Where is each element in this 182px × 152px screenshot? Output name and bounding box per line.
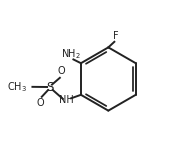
Text: F: F: [113, 31, 119, 41]
Text: NH$_2$: NH$_2$: [61, 48, 81, 61]
Text: O: O: [58, 66, 66, 76]
Text: O: O: [36, 98, 44, 108]
Text: S: S: [46, 81, 54, 94]
Text: CH$_3$: CH$_3$: [7, 80, 27, 94]
Text: NH: NH: [59, 95, 74, 105]
